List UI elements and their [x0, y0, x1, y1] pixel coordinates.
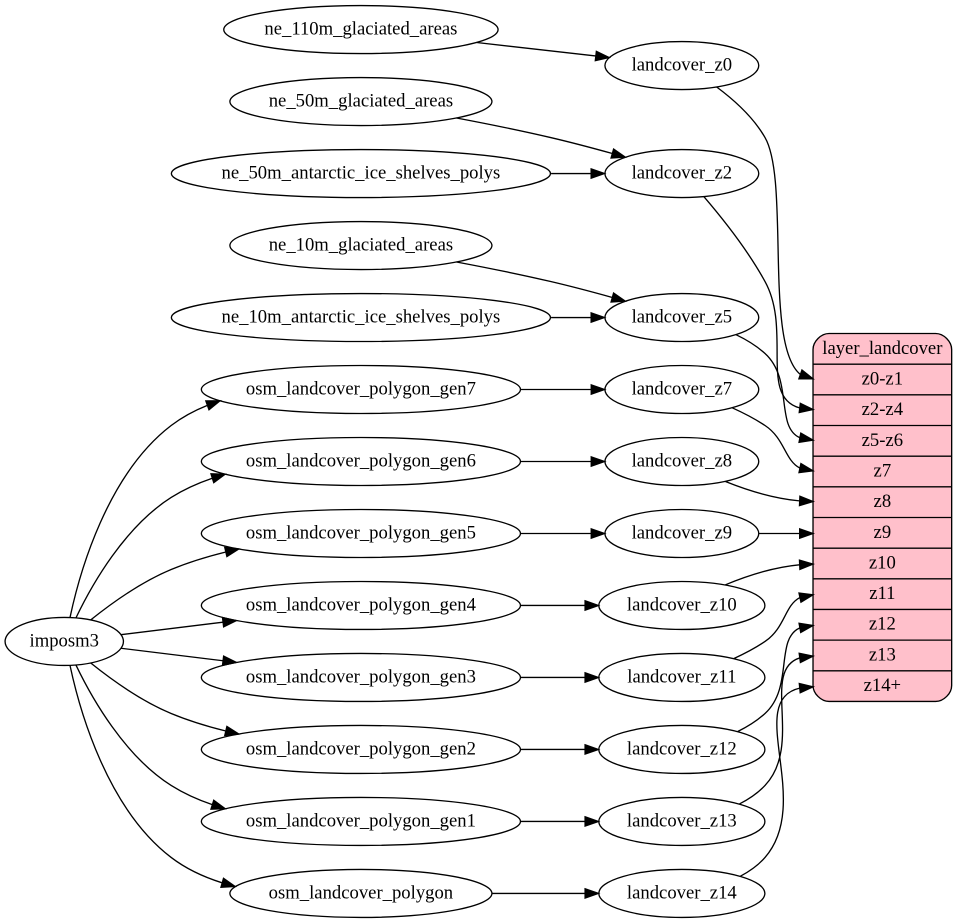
- svg-text:z13: z13: [869, 644, 896, 665]
- svg-text:landcover_z8: landcover_z8: [632, 450, 733, 471]
- svg-text:osm_landcover_polygon_gen4: osm_landcover_polygon_gen4: [246, 594, 477, 615]
- svg-text:landcover_z7: landcover_z7: [632, 378, 733, 399]
- svg-text:z10: z10: [869, 552, 896, 573]
- svg-text:landcover_z5: landcover_z5: [632, 306, 733, 327]
- svg-text:landcover_z11: landcover_z11: [627, 666, 736, 687]
- svg-text:z8: z8: [874, 491, 892, 512]
- svg-text:z2-z4: z2-z4: [862, 399, 904, 420]
- svg-text:osm_landcover_polygon_gen1: osm_landcover_polygon_gen1: [246, 810, 476, 831]
- svg-text:z12: z12: [869, 614, 896, 635]
- svg-text:z7: z7: [874, 460, 892, 481]
- svg-text:landcover_z12: landcover_z12: [627, 738, 737, 759]
- svg-text:osm_landcover_polygon: osm_landcover_polygon: [269, 882, 454, 903]
- svg-text:z9: z9: [874, 522, 892, 543]
- svg-text:ne_110m_glaciated_areas: ne_110m_glaciated_areas: [264, 18, 457, 39]
- svg-text:z0-z1: z0-z1: [862, 368, 903, 389]
- svg-text:z5-z6: z5-z6: [862, 430, 903, 451]
- svg-text:ne_50m_antarctic_ice_shelves_p: ne_50m_antarctic_ice_shelves_polys: [222, 162, 501, 183]
- svg-text:layer_landcover: layer_landcover: [822, 338, 943, 359]
- svg-text:osm_landcover_polygon_gen6: osm_landcover_polygon_gen6: [246, 450, 476, 471]
- svg-text:landcover_z2: landcover_z2: [632, 162, 733, 183]
- svg-text:ne_10m_glaciated_areas: ne_10m_glaciated_areas: [269, 234, 453, 255]
- svg-text:ne_50m_glaciated_areas: ne_50m_glaciated_areas: [269, 90, 453, 111]
- svg-text:ne_10m_antarctic_ice_shelves_p: ne_10m_antarctic_ice_shelves_polys: [222, 306, 501, 327]
- svg-text:osm_landcover_polygon_gen5: osm_landcover_polygon_gen5: [246, 522, 476, 543]
- svg-text:landcover_z14: landcover_z14: [627, 882, 737, 903]
- svg-text:osm_landcover_polygon_gen2: osm_landcover_polygon_gen2: [246, 738, 476, 759]
- svg-text:landcover_z13: landcover_z13: [627, 810, 737, 831]
- svg-text:z11: z11: [869, 583, 895, 604]
- svg-text:z14+: z14+: [864, 675, 901, 696]
- svg-text:landcover_z9: landcover_z9: [632, 522, 733, 543]
- svg-text:imposm3: imposm3: [30, 630, 99, 651]
- svg-text:osm_landcover_polygon_gen7: osm_landcover_polygon_gen7: [246, 378, 476, 399]
- svg-text:landcover_z10: landcover_z10: [627, 594, 737, 615]
- svg-text:osm_landcover_polygon_gen3: osm_landcover_polygon_gen3: [246, 666, 476, 687]
- svg-text:landcover_z0: landcover_z0: [632, 54, 733, 75]
